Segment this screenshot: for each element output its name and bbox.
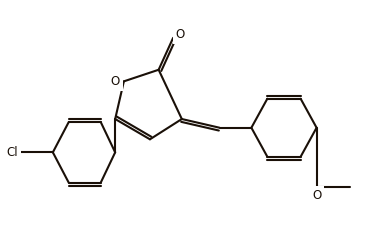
Text: Cl: Cl: [7, 146, 18, 159]
Text: O: O: [312, 189, 321, 202]
Text: O: O: [110, 75, 120, 88]
Text: O: O: [176, 29, 185, 41]
